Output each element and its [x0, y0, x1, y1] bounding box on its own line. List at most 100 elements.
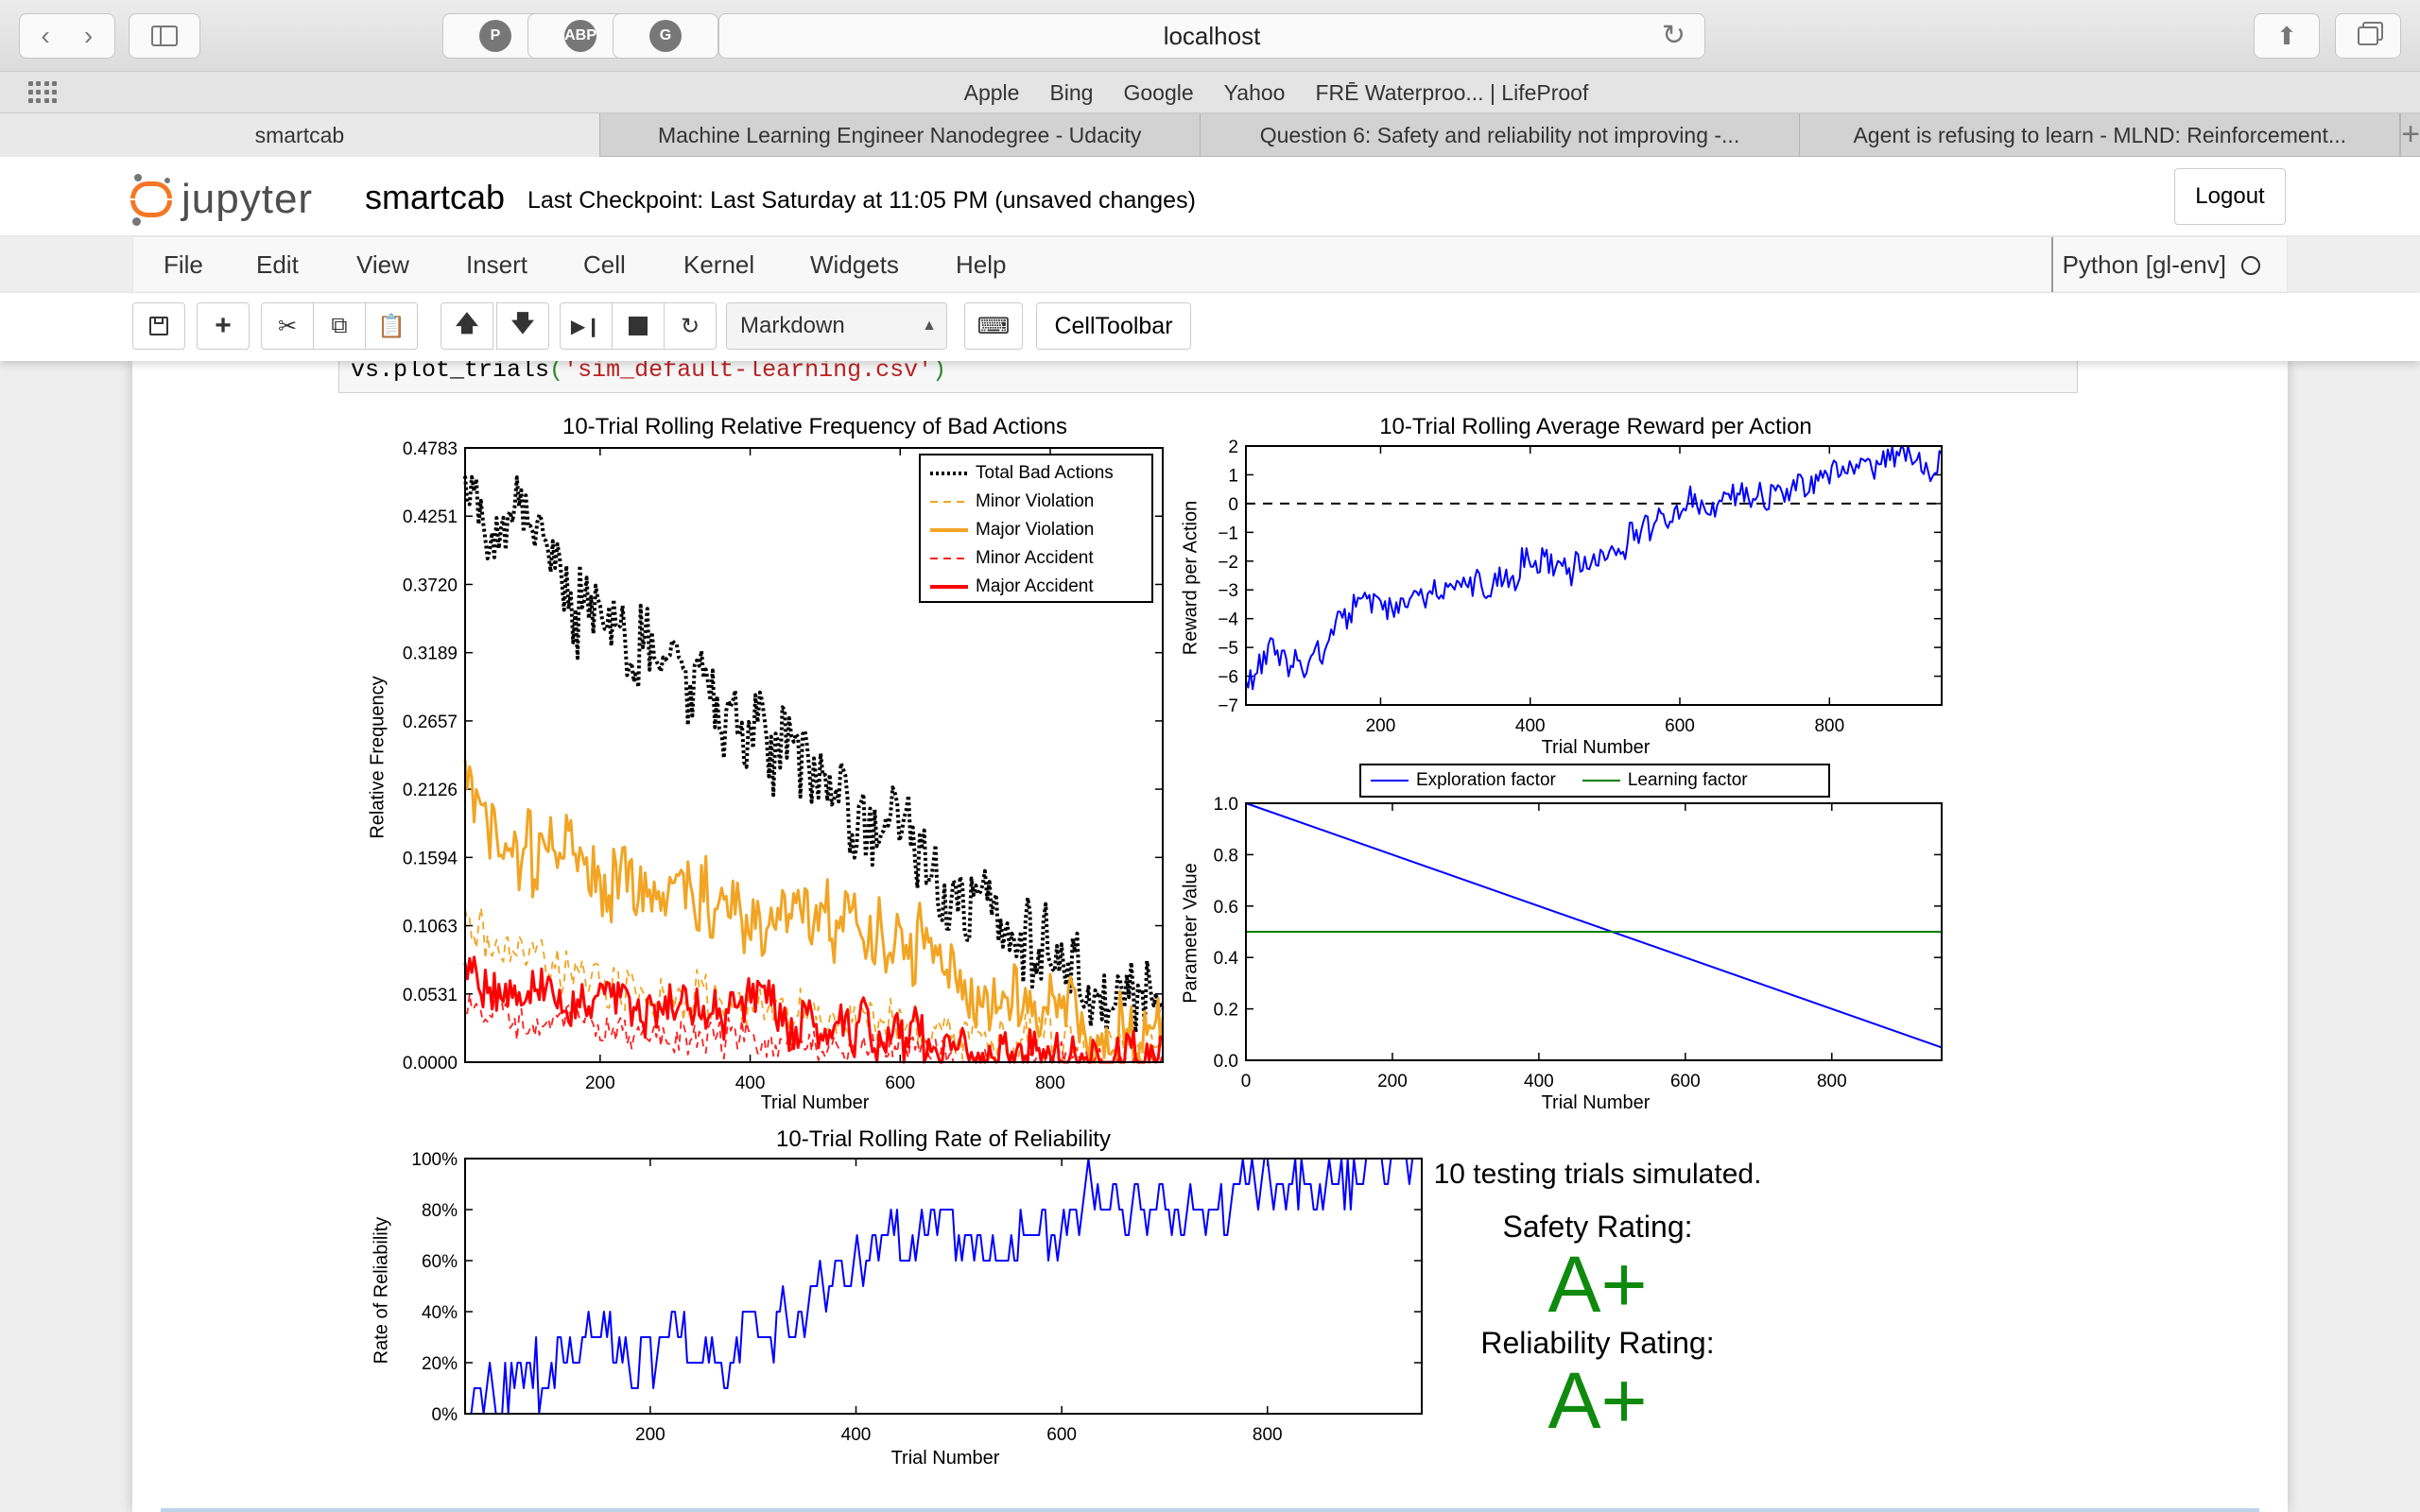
share-button[interactable]: ⬆	[2254, 13, 2320, 59]
legend-minor-violation: Minor Violation	[921, 488, 1151, 516]
menu-view[interactable]: View	[356, 250, 409, 279]
menu-widgets[interactable]: Widgets	[810, 250, 899, 279]
restart-icon: ↻	[680, 313, 700, 339]
y-tick-label: 0.3189	[403, 644, 458, 664]
legend-label: Major Violation	[976, 520, 1095, 540]
move-down-button[interactable]: 🡇	[496, 302, 549, 350]
y-tick-label: 0.1063	[403, 918, 458, 937]
insert-cell-button[interactable]: +	[197, 302, 250, 350]
tab-agent-refusing[interactable]: Agent is refusing to learn - MLND: Reinf…	[1800, 113, 2401, 157]
menu-cell[interactable]: Cell	[583, 250, 626, 279]
y-tick-label: −5	[1218, 639, 1238, 659]
browser-toolbar: ‹ › P ABP G localhost ↻ ⬆	[0, 0, 2420, 72]
paste-button[interactable]: 📋	[365, 302, 418, 350]
x-tick-label: 200	[635, 1425, 666, 1445]
menu-help[interactable]: Help	[956, 250, 1007, 279]
major-accident-line	[463, 955, 1164, 1064]
legend-learning-factor: Learning factor	[1573, 766, 1748, 795]
top-sites-icon[interactable]	[28, 81, 57, 104]
celltoolbar-button[interactable]: CellToolbar	[1036, 302, 1191, 350]
y-tick-label: 0.0000	[403, 1054, 458, 1074]
favorite-bing[interactable]: Bing	[1049, 79, 1094, 105]
x-tick-label: 400	[1524, 1072, 1554, 1091]
arrow-down-icon: 🡇	[510, 310, 535, 336]
minor-violation-line	[464, 906, 1164, 1063]
y-tick-label: −7	[1218, 696, 1238, 716]
x-tick-label: 400	[735, 1074, 766, 1093]
total-bad-actions-line	[463, 474, 1165, 1036]
run-button[interactable]: ▶❙	[560, 302, 613, 350]
forward-button[interactable]: ›	[62, 13, 115, 59]
jupyter-logo[interactable]: jupyter	[130, 174, 314, 226]
grammarly-extension-button[interactable]: G	[613, 13, 718, 59]
checkpoint-status: Last Checkpoint: Last Saturday at 11:05 …	[527, 187, 1196, 214]
copy-button[interactable]: ⧉	[313, 302, 366, 350]
plot-frame	[1245, 802, 1943, 1061]
series-line	[1245, 445, 1943, 691]
jupyter-header: jupyter smartcab Last Checkpoint: Last S…	[0, 157, 2420, 236]
parameter-legend: Exploration factor Learning factor	[1359, 764, 1830, 798]
address-bar[interactable]: localhost ↻	[718, 13, 1705, 59]
pinterest-icon: P	[479, 20, 511, 52]
kernel-idle-icon	[2241, 256, 2260, 275]
y-tick-label: 0.6	[1214, 898, 1238, 918]
y-tick-label: 0.4251	[403, 507, 458, 527]
legend-total-bad-actions: Total Bad Actions	[921, 459, 1151, 488]
code-cell[interactable]: vs.plot_trials('sim_default-learning.csv…	[338, 358, 2078, 393]
command-palette-button[interactable]: ⌨	[964, 302, 1023, 350]
cut-button[interactable]: ✂	[261, 302, 314, 350]
exploration-factor-line	[1245, 802, 1943, 1049]
x-tick-label: 800	[1817, 1072, 1847, 1091]
y-tick-label: 0.1594	[403, 849, 458, 868]
favorite-google[interactable]: Google	[1123, 79, 1194, 105]
save-button[interactable]	[132, 302, 185, 350]
chevron-right-icon: ›	[83, 21, 94, 50]
plus-icon: +	[2401, 116, 2420, 152]
tab-question-6[interactable]: Question 6: Safety and reliability not i…	[1201, 113, 1801, 157]
legend-major-accident: Major Accident	[921, 573, 1151, 601]
grammarly-icon: G	[649, 20, 682, 52]
y-tick-label: 1	[1228, 466, 1238, 486]
sidebar-button[interactable]	[129, 13, 200, 59]
tabs-overview-button[interactable]	[2335, 13, 2401, 59]
tab-smartcab[interactable]: smartcab	[0, 113, 600, 157]
reliability-rating-label: Reliability Rating:	[1480, 1326, 1715, 1360]
x-tick-label: 200	[1377, 1072, 1408, 1091]
series-line	[465, 1158, 1422, 1415]
tab-udacity[interactable]: Machine Learning Engineer Nanodegree - U…	[600, 113, 1201, 157]
code-string: 'sim_default-learning.csv'	[563, 356, 933, 384]
x-axis-label: Trial Number	[890, 1448, 1000, 1469]
y-tick-label: 60%	[422, 1252, 458, 1272]
copy-icon: ⧉	[331, 313, 348, 338]
x-tick-label: 200	[585, 1074, 615, 1093]
menu-insert[interactable]: Insert	[466, 250, 528, 279]
favorite-apple[interactable]: Apple	[963, 79, 1020, 105]
new-tab-button[interactable]: +	[2400, 113, 2420, 156]
favorite-lifeproof[interactable]: FRĒ Waterproo... | LifeProof	[1315, 79, 1589, 105]
y-tick-label: 20%	[422, 1354, 458, 1374]
cell-type-select[interactable]: Markdown ▲	[726, 302, 947, 350]
restart-button[interactable]: ↻	[664, 302, 717, 350]
reload-icon[interactable]: ↻	[1661, 20, 1685, 51]
move-up-button[interactable]: 🡅	[441, 302, 493, 350]
jupyter-logo-text: jupyter	[182, 176, 314, 222]
y-tick-label: 100%	[411, 1150, 458, 1170]
tabs-overview-icon	[2358, 26, 2378, 45]
logout-button[interactable]: Logout	[2174, 168, 2286, 225]
x-axis-label: Trial Number	[760, 1092, 870, 1113]
menu-kernel[interactable]: Kernel	[683, 250, 755, 279]
chart-title: 10-Trial Rolling Relative Frequency of B…	[562, 414, 1068, 439]
menu-edit[interactable]: Edit	[256, 250, 299, 279]
y-tick-label: 1.0	[1214, 795, 1238, 815]
interrupt-button[interactable]	[612, 302, 665, 350]
y-tick-label: 40%	[422, 1303, 458, 1323]
x-axis-label: Trial Number	[1541, 737, 1651, 758]
step-forward-icon: ▶❙	[570, 316, 602, 337]
y-tick-label: 0.2126	[403, 781, 458, 800]
notebook-name[interactable]: smartcab	[365, 178, 506, 216]
jupyter-logo-icon	[130, 174, 172, 226]
menu-file[interactable]: File	[164, 250, 203, 279]
favorite-yahoo[interactable]: Yahoo	[1223, 79, 1286, 105]
y-tick-label: 0.0531	[403, 986, 458, 1005]
